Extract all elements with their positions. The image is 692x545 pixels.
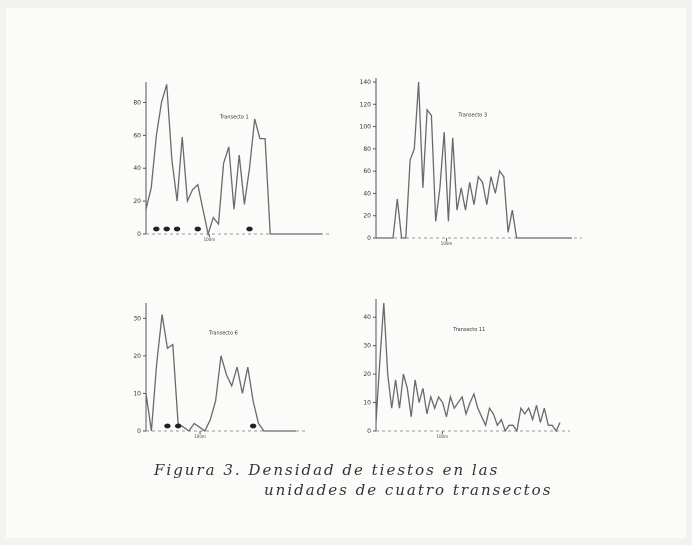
series-line: [145, 84, 322, 237]
x-marker-label: 100m: [194, 434, 206, 439]
y-tick-label: 20: [133, 198, 141, 205]
chart-title: Transecto 1: [219, 115, 249, 121]
x-marker-label: 100m: [441, 241, 453, 246]
x-marker-label: 100m: [436, 434, 448, 439]
caption-line-1: Figura 3. Densidad de tiestos en las: [154, 461, 500, 479]
site-dot: [249, 423, 257, 429]
figure-page: 0 20 40 60 80 Transecto 1 100m 0 20 40 60 80 100 120…: [6, 8, 686, 538]
chart-transecto-1: 0 20 40 60 80 Transecto 1 100m: [133, 82, 332, 242]
chart-transecto-6: 0 10 20 30 Transecto 6 100m: [133, 303, 306, 439]
series-line: [375, 302, 561, 433]
y-tick-label: 30: [363, 343, 371, 350]
caption-line-2: unidades de cuatro transectos: [264, 481, 553, 499]
y-tick-label: 80: [363, 146, 371, 153]
y-tick-label: 0: [367, 235, 371, 242]
series-line: [376, 81, 572, 239]
site-dot: [173, 226, 181, 232]
y-tick-label: 0: [137, 428, 141, 435]
y-tick-label: 10: [133, 390, 141, 397]
chart-transecto-3: 0 20 40 60 80 100 120 140 Transecto 3 100m: [360, 78, 582, 246]
chart-title: Transecto 3: [457, 112, 487, 118]
y-tick-label: 0: [367, 428, 371, 435]
site-dot: [163, 226, 170, 232]
y-tick-label: 140: [360, 79, 372, 86]
y-tick-label: 60: [363, 168, 371, 175]
y-tick-label: 120: [360, 101, 372, 108]
x-marker-label: 100m: [204, 237, 216, 242]
figure-caption: Figura 3. Densidad de tiestos en las uni…: [154, 460, 624, 500]
y-tick-label: 10: [363, 400, 371, 407]
y-tick-label: 100: [360, 124, 372, 131]
y-tick-label: 20: [363, 213, 371, 220]
y-tick-label: 40: [363, 314, 371, 321]
series-line: [145, 314, 296, 432]
chart-title: Transecto 6: [208, 330, 238, 336]
y-tick-label: 20: [133, 353, 141, 360]
y-tick-label: 80: [133, 99, 141, 106]
y-tick-label: 0: [137, 231, 141, 238]
site-dot: [164, 423, 171, 429]
y-tick-label: 60: [133, 132, 141, 139]
y-tick-label: 30: [133, 315, 141, 322]
chart-transecto-11: 0 10 20 30 40 Transecto 11 100m: [363, 299, 570, 439]
y-tick-label: 40: [133, 165, 141, 172]
site-dot: [153, 226, 160, 232]
site-dot: [174, 423, 182, 429]
site-dot: [246, 226, 253, 232]
y-tick-label: 20: [363, 371, 371, 378]
chart-title: Transecto 11: [452, 327, 485, 333]
site-dot: [194, 226, 201, 232]
y-tick-label: 40: [363, 190, 371, 197]
